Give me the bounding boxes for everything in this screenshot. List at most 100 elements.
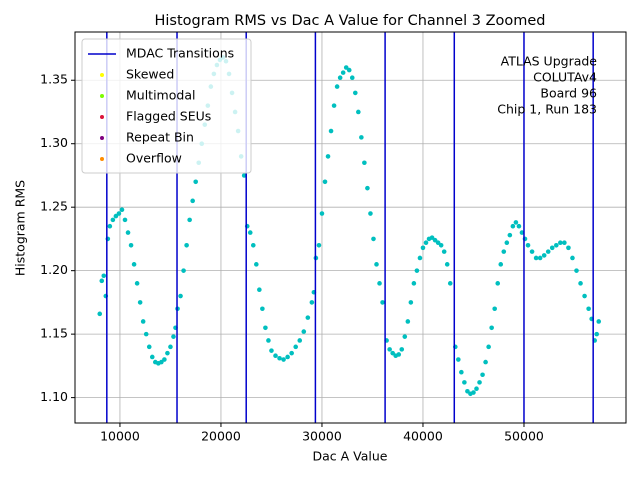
data-point — [429, 235, 435, 240]
data-point — [596, 319, 602, 324]
data-point — [444, 262, 450, 267]
data-point — [380, 300, 385, 305]
data-point — [346, 67, 352, 73]
data-point — [250, 242, 256, 248]
data-point — [301, 329, 307, 334]
legend-marker — [100, 136, 104, 140]
data-point — [368, 211, 373, 216]
data-point — [554, 242, 559, 248]
data-point — [319, 211, 325, 216]
data-point — [465, 388, 470, 394]
data-point — [257, 287, 262, 293]
data-point — [285, 354, 290, 360]
legend-box — [81, 38, 252, 174]
legend-label: MDAC Transitions — [126, 46, 234, 61]
data-point — [459, 369, 464, 375]
data-point — [131, 262, 137, 267]
data-point — [116, 211, 122, 216]
y-tick-label: 1.25 — [40, 199, 68, 214]
data-point — [334, 84, 340, 89]
legend-marker — [100, 94, 104, 98]
data-point — [322, 179, 328, 185]
data-point — [119, 207, 125, 213]
data-point — [474, 386, 479, 392]
data-point — [545, 249, 551, 254]
x-tick-label: 30000 — [302, 429, 342, 444]
data-point — [162, 357, 167, 362]
data-point — [134, 281, 140, 286]
legend-label: Repeat Bin — [126, 130, 194, 145]
data-point — [405, 319, 411, 324]
data-point — [178, 293, 183, 299]
data-point — [582, 293, 587, 299]
annotation: Chip 1, Run 183 — [497, 102, 597, 117]
data-point — [159, 359, 164, 365]
data-point — [377, 281, 382, 286]
data-point — [340, 70, 346, 75]
data-point — [516, 223, 522, 229]
data-point — [266, 338, 271, 343]
y-tick-label: 1.10 — [40, 389, 68, 404]
data-point — [483, 359, 488, 365]
data-point — [128, 242, 134, 248]
data-point — [365, 185, 370, 191]
x-axis-label: Dac A Value — [313, 449, 388, 464]
data-point — [501, 249, 507, 254]
annotation: COLUTAv4 — [533, 70, 597, 85]
y-tick-label: 1.15 — [40, 326, 68, 341]
data-point — [289, 350, 294, 356]
data-point — [297, 338, 303, 343]
data-point — [190, 198, 195, 204]
data-point — [417, 255, 423, 261]
data-point — [113, 213, 119, 219]
data-point — [498, 262, 504, 267]
data-point — [562, 240, 567, 246]
data-point — [441, 249, 447, 254]
data-point — [390, 350, 395, 356]
data-point — [293, 344, 299, 350]
data-point — [165, 350, 170, 356]
data-point — [533, 255, 539, 261]
data-point — [574, 268, 579, 273]
legend-label: Overflow — [126, 151, 182, 166]
data-point — [184, 242, 189, 248]
data-point — [399, 347, 405, 352]
data-point — [504, 240, 510, 246]
data-point — [558, 240, 563, 246]
data-point — [408, 300, 414, 305]
data-point — [247, 230, 253, 235]
data-point — [492, 306, 497, 312]
data-point — [507, 232, 513, 238]
legend-label: Flagged SEUs — [126, 109, 211, 124]
data-point — [140, 319, 146, 324]
data-point — [438, 242, 444, 248]
data-point — [570, 255, 575, 261]
data-point — [143, 331, 149, 337]
data-point — [99, 278, 105, 284]
data-point — [309, 300, 315, 305]
data-point — [525, 242, 531, 248]
data-point — [435, 240, 441, 246]
y-tick-label: 1.20 — [40, 262, 68, 277]
data-point — [495, 281, 501, 286]
data-point — [168, 344, 173, 350]
data-point — [187, 217, 192, 223]
data-point — [486, 344, 491, 350]
legend-label: Multimodal — [126, 88, 195, 103]
legend-label: Skewed — [126, 67, 174, 82]
data-point — [359, 135, 364, 140]
data-point — [529, 249, 535, 254]
data-point — [456, 357, 461, 362]
data-point — [269, 348, 274, 353]
data-point — [149, 354, 155, 360]
plot-frame — [74, 31, 627, 424]
data-point — [356, 109, 361, 115]
data-point — [273, 353, 278, 359]
x-tick-label: 50000 — [504, 429, 544, 444]
data-point — [423, 240, 429, 246]
y-axis-label: Histogram RMS — [13, 180, 28, 276]
data-point — [371, 236, 376, 242]
data-point — [489, 325, 494, 331]
chart-title: Histogram RMS vs Dac A Value for Channel… — [154, 13, 545, 29]
data-point — [349, 75, 355, 81]
